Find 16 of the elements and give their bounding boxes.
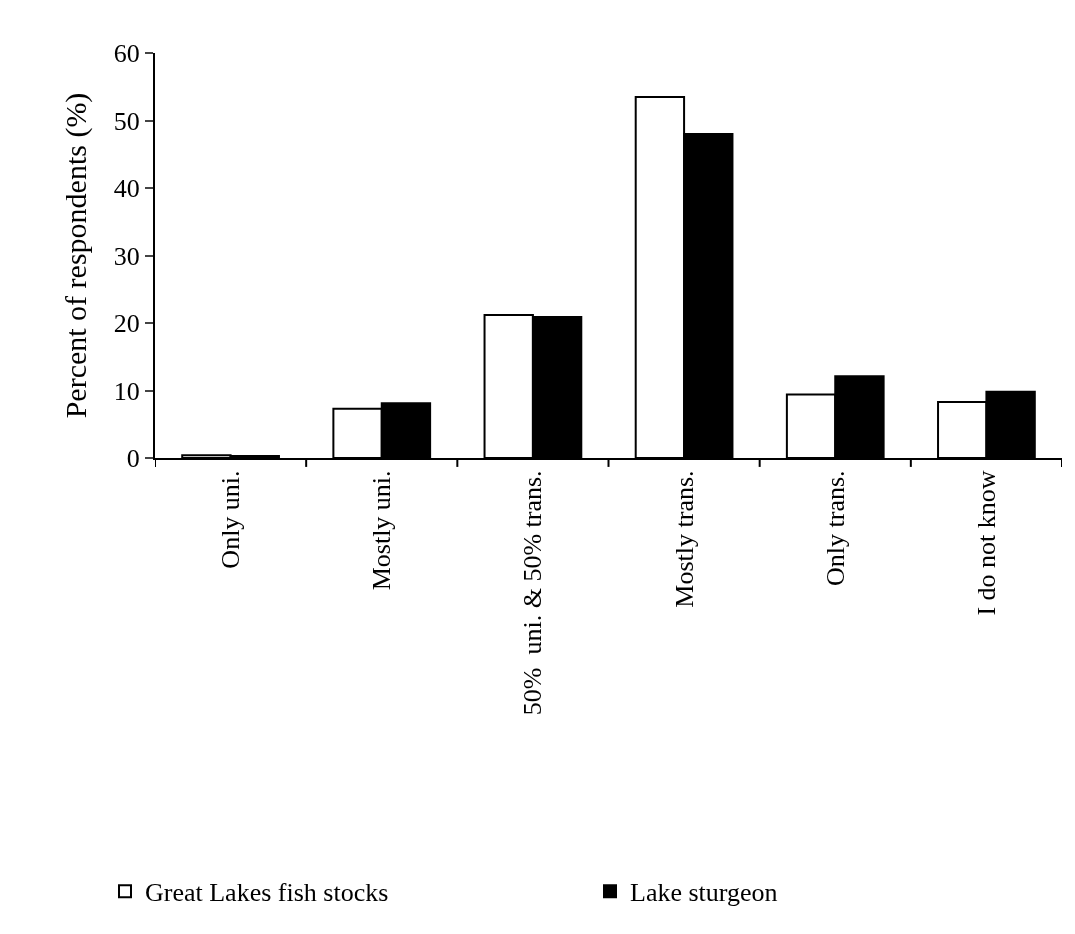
x-tick-label: I do not know — [971, 470, 1001, 616]
x-tick-label: Only uni. — [216, 470, 246, 569]
y-tick-label: 50 — [113, 106, 140, 136]
y-tick-label: 0 — [126, 444, 140, 474]
x-tick-label: Mostly trans. — [669, 470, 699, 608]
y-tick-label: 30 — [113, 241, 140, 271]
y-tick-label: 20 — [113, 309, 140, 339]
x-tick-label: Mostly uni. — [367, 470, 397, 591]
legend-label: Great Lakes fish stocks — [145, 878, 389, 908]
legend-label: Lake sturgeon — [630, 878, 778, 908]
x-tick-label: 50% uni. & 50% trans. — [518, 470, 548, 716]
y-tick-label: 60 — [113, 39, 140, 69]
x-tick-label: Only trans. — [820, 470, 850, 586]
y-axis-title: Percent of respondents (%) — [59, 92, 94, 419]
y-tick-label: 10 — [113, 376, 140, 406]
y-tick-label: 40 — [113, 174, 140, 204]
